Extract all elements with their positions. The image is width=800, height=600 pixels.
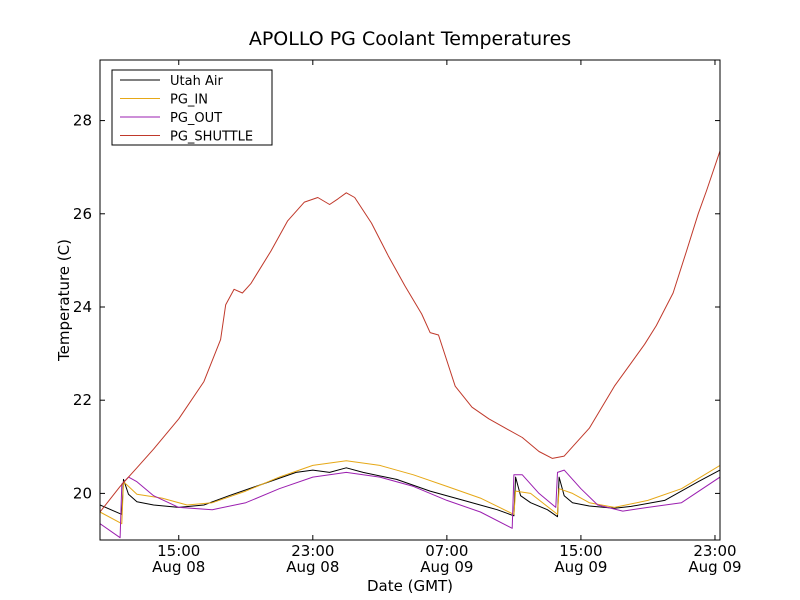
- x-tick-label-time: 15:00: [559, 542, 602, 560]
- y-tick-label: 20: [73, 484, 92, 502]
- x-tick-label-date: Aug 08: [152, 558, 205, 576]
- series-line-pg-shuttle: [100, 150, 720, 513]
- legend-label-pg-in: PG_IN: [170, 93, 208, 108]
- x-tick-label-date: Aug 08: [286, 558, 339, 576]
- legend-label-pg-shuttle: PG_SHUTTLE: [170, 130, 253, 145]
- legend-box: [111, 69, 273, 146]
- y-tick-label: 26: [73, 205, 92, 223]
- legend: Utah Air PG_IN PG_OUT PG_SHUTTLE: [111, 69, 273, 146]
- x-tick-label-time: 07:00: [425, 542, 468, 560]
- x-tick-label-date: Aug 09: [688, 558, 741, 576]
- x-tick-label-date: Aug 09: [420, 558, 473, 576]
- plot-frame: [99, 59, 721, 541]
- y-tick-label: 24: [73, 298, 92, 316]
- x-axis-label: Date (GMT): [367, 577, 453, 595]
- series-layer: [100, 150, 720, 539]
- chart-title: APOLLO PG Coolant Temperatures: [249, 28, 571, 50]
- y-tick-label: 22: [73, 391, 92, 409]
- x-tick-label-date: Aug 09: [554, 558, 607, 576]
- legend-label-pg-out: PG_OUT: [170, 111, 222, 126]
- x-tick-label-time: 15:00: [157, 542, 200, 560]
- x-tick-label-time: 23:00: [693, 542, 736, 560]
- y-axis-label: Temperature (C): [55, 239, 73, 362]
- legend-label-utah-air: Utah Air: [170, 74, 223, 89]
- x-tick-label-time: 23:00: [291, 542, 334, 560]
- y-tick-label: 28: [73, 112, 92, 130]
- series-line-pg-in: [100, 460, 720, 525]
- series-line-utah-air: [100, 467, 720, 518]
- series-line-pg-out: [100, 469, 720, 539]
